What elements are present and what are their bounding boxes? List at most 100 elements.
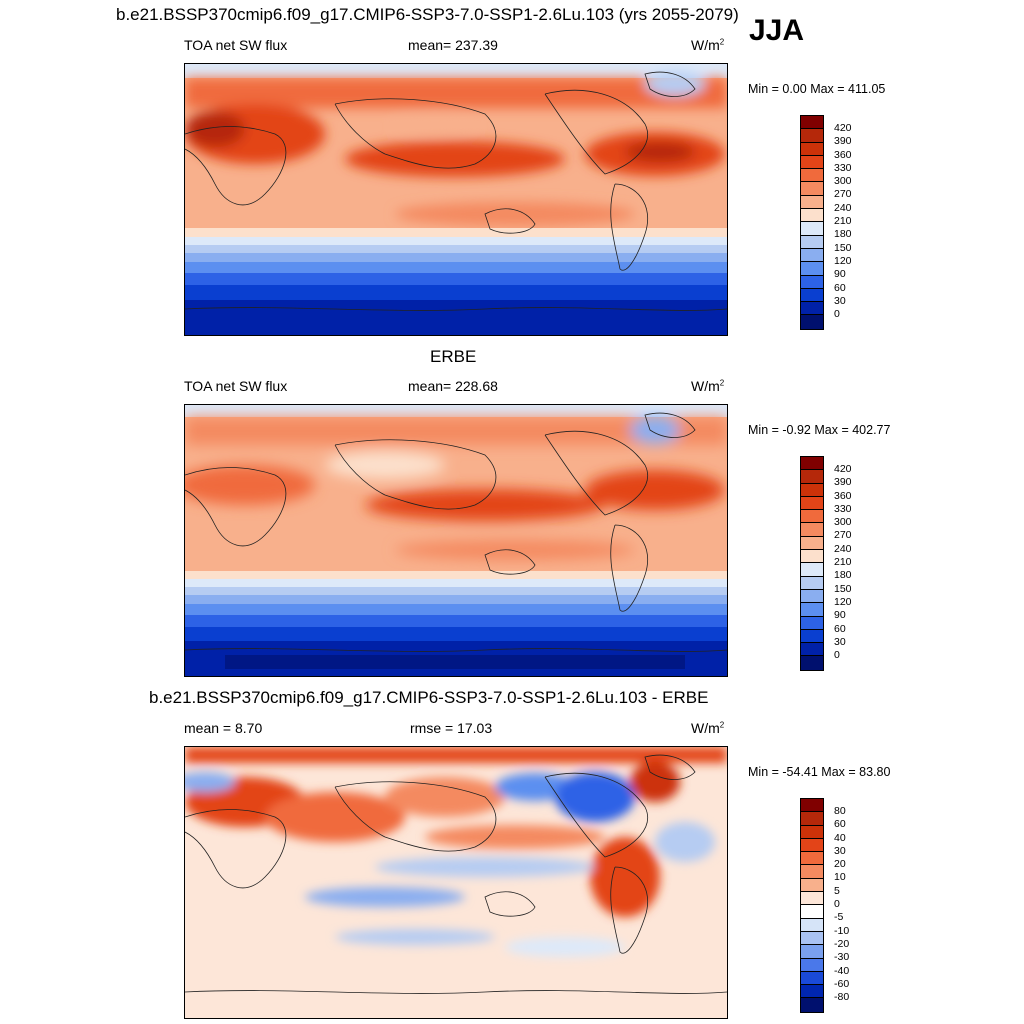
panel-3-colorbar: [800, 798, 824, 1013]
colorbar-tick-label: 0: [834, 898, 840, 911]
colorbar-segment: [801, 457, 823, 471]
colorbar-segment: [801, 182, 823, 196]
colorbar-tick-label: 20: [834, 858, 846, 871]
colorbar-segment: [801, 878, 823, 893]
colorbar-segment: [801, 523, 823, 537]
colorbar-segment: [801, 155, 823, 170]
panel-1-units-label: W/m2: [691, 37, 725, 53]
colorbar-tick-label: 390: [834, 135, 852, 148]
panel-2-variable-label: TOA net SW flux: [184, 378, 288, 394]
colorbar-tick-label: -40: [834, 964, 850, 977]
colorbar-tick-label: 30: [834, 294, 846, 307]
panel-1-map: [184, 63, 728, 336]
colorbar-segment: [801, 275, 823, 289]
colorbar-segment: [801, 496, 823, 511]
colorbar-segment: [801, 195, 823, 210]
colorbar-tick-label: 240: [834, 542, 852, 555]
colorbar-tick-label: 80: [834, 805, 846, 817]
panel-2-map: [184, 404, 728, 677]
colorbar-segment: [801, 116, 823, 130]
panel-1-colorbar-labels: 420 390 360 330 300 270 240 210 180 150 120 90 60 30 0: [834, 122, 852, 321]
colorbar-segment: [801, 971, 823, 986]
colorbar-tick-label: 150: [834, 241, 852, 254]
colorbar-segment: [801, 576, 823, 590]
colorbar-tick-label: -20: [834, 937, 850, 950]
colorbar-segment: [801, 905, 823, 919]
panel-3-mean-label: mean = 8.70: [184, 720, 263, 736]
colorbar-tick-label: 10: [834, 871, 846, 884]
colorbar-segment: [801, 958, 823, 972]
colorbar-segment: [801, 931, 823, 946]
colorbar-segment: [801, 510, 823, 524]
colorbar-tick-label: 210: [834, 556, 852, 569]
colorbar-segment: [801, 603, 823, 617]
colorbar-tick-label: 120: [834, 595, 852, 608]
panel-3-map: [184, 746, 728, 1019]
colorbar-segment: [801, 838, 823, 853]
colorbar-tick-label: 60: [834, 281, 846, 294]
colorbar-segment: [801, 589, 823, 604]
colorbar-segment: [801, 129, 823, 143]
colorbar-segment: [801, 169, 823, 183]
colorbar-tick-label: 180: [834, 569, 852, 582]
colorbar-segment: [801, 812, 823, 826]
panel-1-mean-label: mean= 237.39: [408, 37, 498, 53]
panel-1-variable-label: TOA net SW flux: [184, 37, 288, 53]
colorbar-segment: [801, 483, 823, 497]
colorbar-segment: [801, 985, 823, 999]
colorbar-segment: [801, 799, 823, 813]
colorbar-segment: [801, 892, 823, 906]
colorbar-tick-label: -80: [834, 991, 850, 1004]
colorbar-segment: [801, 616, 823, 630]
colorbar-segment: [801, 142, 823, 156]
colorbar-segment: [801, 865, 823, 879]
colorbar-tick-label: 0: [834, 308, 840, 321]
panel-3-rmse-label: rmse = 17.03: [410, 720, 493, 736]
panel-3-colorbar-labels: 80 60 40 30 20 10 5 0 -5 -10 -20 -30 -40 -60 -80: [834, 805, 849, 1004]
colorbar-tick-label: 90: [834, 609, 846, 622]
panel-3-title: b.e21.BSSP370cmip6.f09_g17.CMIP6-SSP3-7.…: [149, 688, 709, 707]
colorbar-tick-label: 30: [834, 635, 846, 648]
panel-2-colorbar-labels: 420 390 360 330 300 270 240 210 180 150 120 90 60 30 0: [834, 463, 852, 662]
colorbar-segment: [801, 248, 823, 263]
colorbar-tick-label: 60: [834, 818, 846, 831]
colorbar-segment: [801, 470, 823, 484]
colorbar-tick-label: 210: [834, 215, 852, 228]
colorbar-tick-label: 390: [834, 476, 852, 489]
colorbar-tick-label: 420: [834, 463, 852, 475]
main-title: b.e21.BSSP370cmip6.f09_g17.CMIP6-SSP3-7.…: [116, 5, 739, 24]
panel-2-minmax: Min = -0.92 Max = 402.77: [748, 423, 891, 437]
colorbar-tick-label: 360: [834, 148, 852, 161]
colorbar-segment: [801, 825, 823, 839]
panel-2-mean-label: mean= 228.68: [408, 378, 498, 394]
colorbar-tick-label: 300: [834, 175, 852, 188]
season-label: JJA: [749, 14, 805, 47]
colorbar-tick-label: 330: [834, 502, 852, 515]
colorbar-segment: [801, 262, 823, 276]
colorbar-tick-label: 30: [834, 844, 846, 857]
colorbar-tick-label: 40: [834, 831, 846, 844]
colorbar-segment: [801, 222, 823, 236]
colorbar-tick-label: -10: [834, 924, 850, 937]
panel-2-colorbar: [800, 456, 824, 671]
colorbar-tick-label: 330: [834, 161, 852, 174]
colorbar-tick-label: 60: [834, 622, 846, 635]
panel-1-colorbar: [800, 115, 824, 330]
colorbar-segment: [801, 302, 823, 316]
colorbar-segment: [801, 315, 823, 329]
colorbar-segment: [801, 209, 823, 223]
colorbar-segment: [801, 536, 823, 551]
panel-2-title: ERBE: [430, 347, 477, 366]
colorbar-segment: [801, 629, 823, 644]
colorbar-tick-label: -30: [834, 951, 850, 964]
colorbar-tick-label: 420: [834, 122, 852, 134]
colorbar-segment: [801, 563, 823, 577]
colorbar-tick-label: 270: [834, 188, 852, 201]
colorbar-tick-label: 270: [834, 529, 852, 542]
colorbar-tick-label: -60: [834, 977, 850, 990]
colorbar-segment: [801, 998, 823, 1012]
colorbar-segment: [801, 656, 823, 670]
colorbar-segment: [801, 918, 823, 932]
colorbar-segment: [801, 852, 823, 866]
colorbar-tick-label: 360: [834, 489, 852, 502]
